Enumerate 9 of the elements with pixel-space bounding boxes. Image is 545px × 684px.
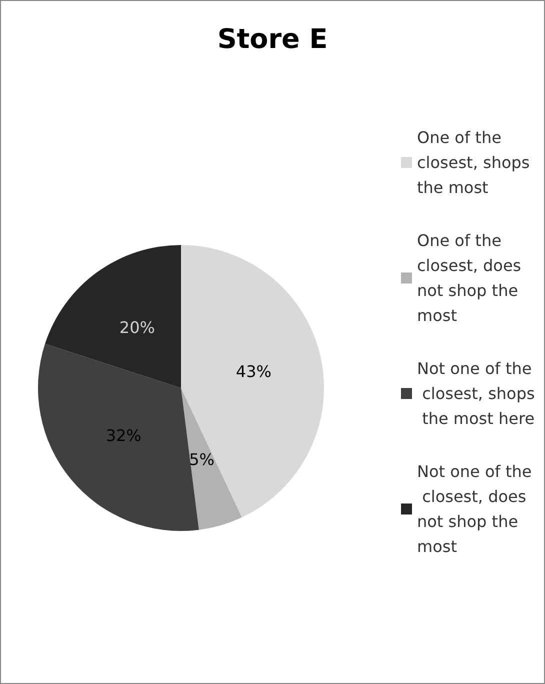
data-label: 32% <box>106 426 142 445</box>
chart-title: Store E <box>217 24 328 55</box>
data-label: 5% <box>189 450 214 470</box>
data-label: 43% <box>236 362 272 382</box>
legend-label: Not one of the closest, does not shop the most <box>417 462 532 556</box>
legend-label: Not one of the closest, shops the most here <box>417 359 535 428</box>
data-label: 20% <box>119 318 155 338</box>
legend-label: One of the closest, does not shop the most <box>417 231 526 325</box>
legend-label: One of the closest, shops the most <box>417 128 535 197</box>
